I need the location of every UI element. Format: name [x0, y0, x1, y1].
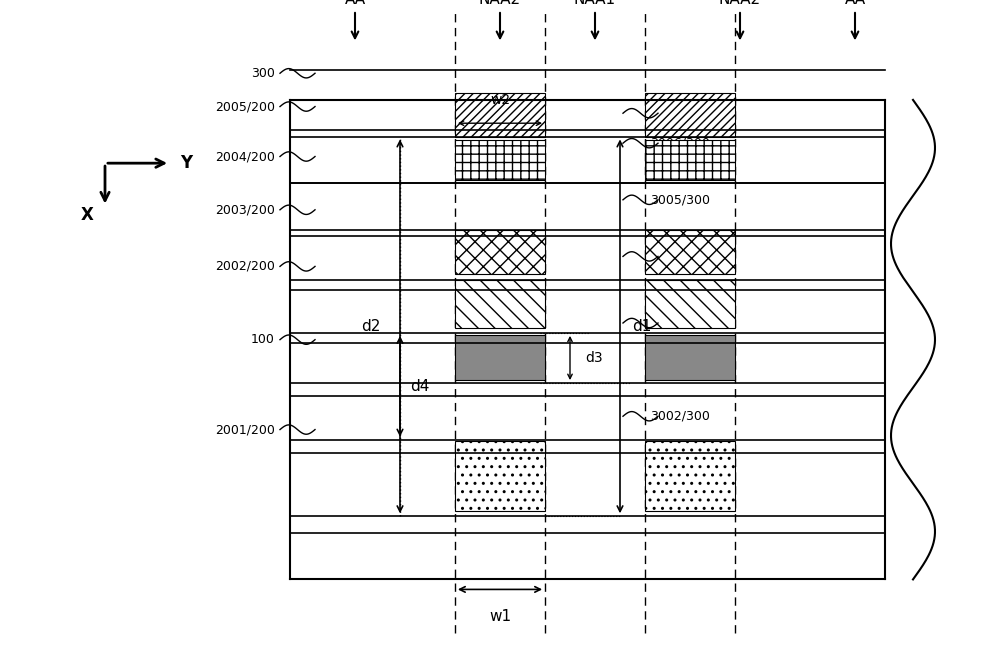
Text: w2: w2: [490, 93, 510, 107]
Text: 100: 100: [251, 333, 275, 346]
Bar: [455, 441, 545, 511]
Text: 2005/200: 2005/200: [215, 100, 275, 113]
Text: X: X: [81, 206, 93, 224]
Text: 3004/300: 3004/300: [650, 250, 710, 263]
Text: 3003/300: 3003/300: [650, 316, 710, 330]
Text: w1: w1: [489, 609, 511, 625]
Text: 300: 300: [251, 67, 275, 80]
Bar: [290, 100, 885, 579]
Bar: [455, 280, 545, 328]
Text: d1: d1: [632, 319, 651, 334]
Text: 2004/200: 2004/200: [215, 150, 275, 163]
Bar: [455, 230, 545, 274]
Bar: [455, 140, 545, 180]
Bar: [645, 230, 735, 274]
Text: NAA1: NAA1: [574, 0, 616, 7]
Text: d4: d4: [410, 379, 429, 394]
Bar: [645, 93, 735, 137]
Bar: [455, 335, 545, 380]
Text: 3006/300: 3006/300: [650, 137, 710, 150]
Text: AA: AA: [344, 0, 366, 7]
Text: 3001/300: 3001/300: [650, 107, 710, 120]
Bar: [885, 100, 965, 579]
Text: 2001/200: 2001/200: [215, 423, 275, 436]
Text: d3: d3: [585, 351, 603, 365]
Bar: [455, 93, 545, 137]
Text: 3005/300: 3005/300: [650, 193, 710, 206]
Text: 2003/200: 2003/200: [215, 203, 275, 216]
Text: 3002/300: 3002/300: [650, 410, 710, 423]
Bar: [645, 280, 735, 328]
Text: d2: d2: [361, 319, 380, 334]
Text: 2002/200: 2002/200: [215, 260, 275, 273]
Text: NAA2: NAA2: [719, 0, 761, 7]
Bar: [645, 140, 735, 180]
Bar: [645, 441, 735, 511]
Text: NAA2: NAA2: [479, 0, 521, 7]
Text: Y: Y: [180, 154, 192, 172]
Text: AA: AA: [844, 0, 866, 7]
Bar: [645, 335, 735, 380]
